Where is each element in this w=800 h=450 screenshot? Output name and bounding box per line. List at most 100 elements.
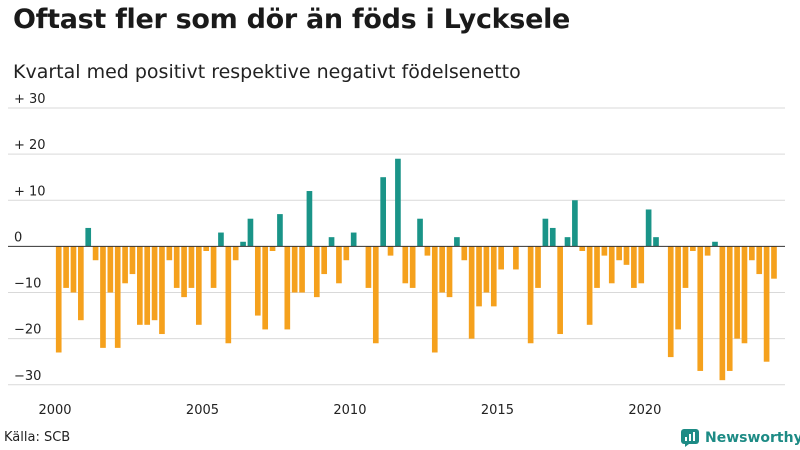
bar [697,246,704,371]
bar [70,246,77,293]
bar [372,246,379,344]
bar [402,246,409,284]
axes: + 30 + 20 + 10 0 −10 −20 −30 2000 2005 2010 2015 20… [8,92,785,418]
bar [291,246,298,293]
bar [395,158,401,247]
y-tick-label: + 30 [14,92,46,107]
bar [542,218,549,247]
bar [254,246,261,316]
bar [225,246,232,344]
bar [328,237,335,247]
bar [483,246,490,293]
bar [188,246,195,288]
bar [645,209,652,247]
bar [498,246,504,270]
bar [535,246,541,288]
x-tick-label: 2020 [628,403,661,418]
bar [100,246,106,348]
bar [159,246,165,335]
bar [85,227,92,247]
bar [594,246,600,288]
bar [122,246,128,284]
bar [454,237,460,247]
bar [667,246,674,358]
bar [277,214,283,247]
bar [240,241,246,247]
bar [321,246,328,275]
bar [468,246,475,339]
bar [343,246,350,261]
bar [771,246,777,279]
bar [195,246,202,325]
x-tick-label: 2010 [333,403,366,418]
bar [726,246,733,371]
x-tick-label: 2015 [481,403,514,418]
bar [247,218,254,247]
bar [446,246,453,298]
bar [63,246,69,288]
bar [631,246,637,288]
bar [365,246,372,288]
brand-logo: Newsworthy [680,428,800,448]
bar [336,246,342,284]
bar [166,246,173,261]
x-tick-label: 2005 [186,403,219,418]
chart-title: Oftast fler som dör än föds i Lycksele [13,4,571,35]
bar [387,246,394,256]
bar [313,246,320,298]
brand-name: Newsworthy [705,430,800,446]
y-tick-label: −20 [14,323,41,338]
bar [284,246,291,330]
bar [431,246,438,353]
bar [549,227,556,247]
bar [675,246,681,330]
bar [269,246,276,251]
bar [704,246,711,256]
source-note: Källa: SCB [4,430,71,445]
bar [601,246,608,256]
bar [424,246,431,256]
bar [439,246,445,293]
bar [623,246,630,265]
bar [181,246,187,298]
y-tick-label: −30 [14,369,41,384]
bar [129,246,136,275]
bar [527,246,534,344]
bar [756,246,763,275]
bar [712,241,718,247]
bar [690,246,696,251]
bar [476,246,482,307]
bar [557,246,563,335]
bar [151,246,158,321]
bar [114,246,121,348]
bar [616,246,622,261]
bar [232,246,239,261]
bar [741,246,748,344]
bar [55,246,62,353]
bars [55,158,777,381]
bar [719,246,726,381]
bar [210,246,217,288]
bar [144,246,151,325]
bar [763,246,770,362]
bar [417,218,423,247]
y-tick-label: + 20 [14,138,46,153]
y-tick-label: −10 [14,277,41,292]
bar [380,177,386,247]
bar [107,246,114,293]
bar [734,246,740,339]
x-tick-label: 2000 [38,403,71,418]
bar [564,237,571,247]
bar [638,246,645,284]
bar [749,246,755,261]
bar [490,246,497,307]
bar [409,246,416,288]
bar [218,232,224,247]
bar [78,246,84,321]
bar [608,246,615,284]
y-tick-label: 0 [14,230,22,245]
bar [461,246,468,261]
bar [350,232,357,247]
bar [586,246,593,325]
